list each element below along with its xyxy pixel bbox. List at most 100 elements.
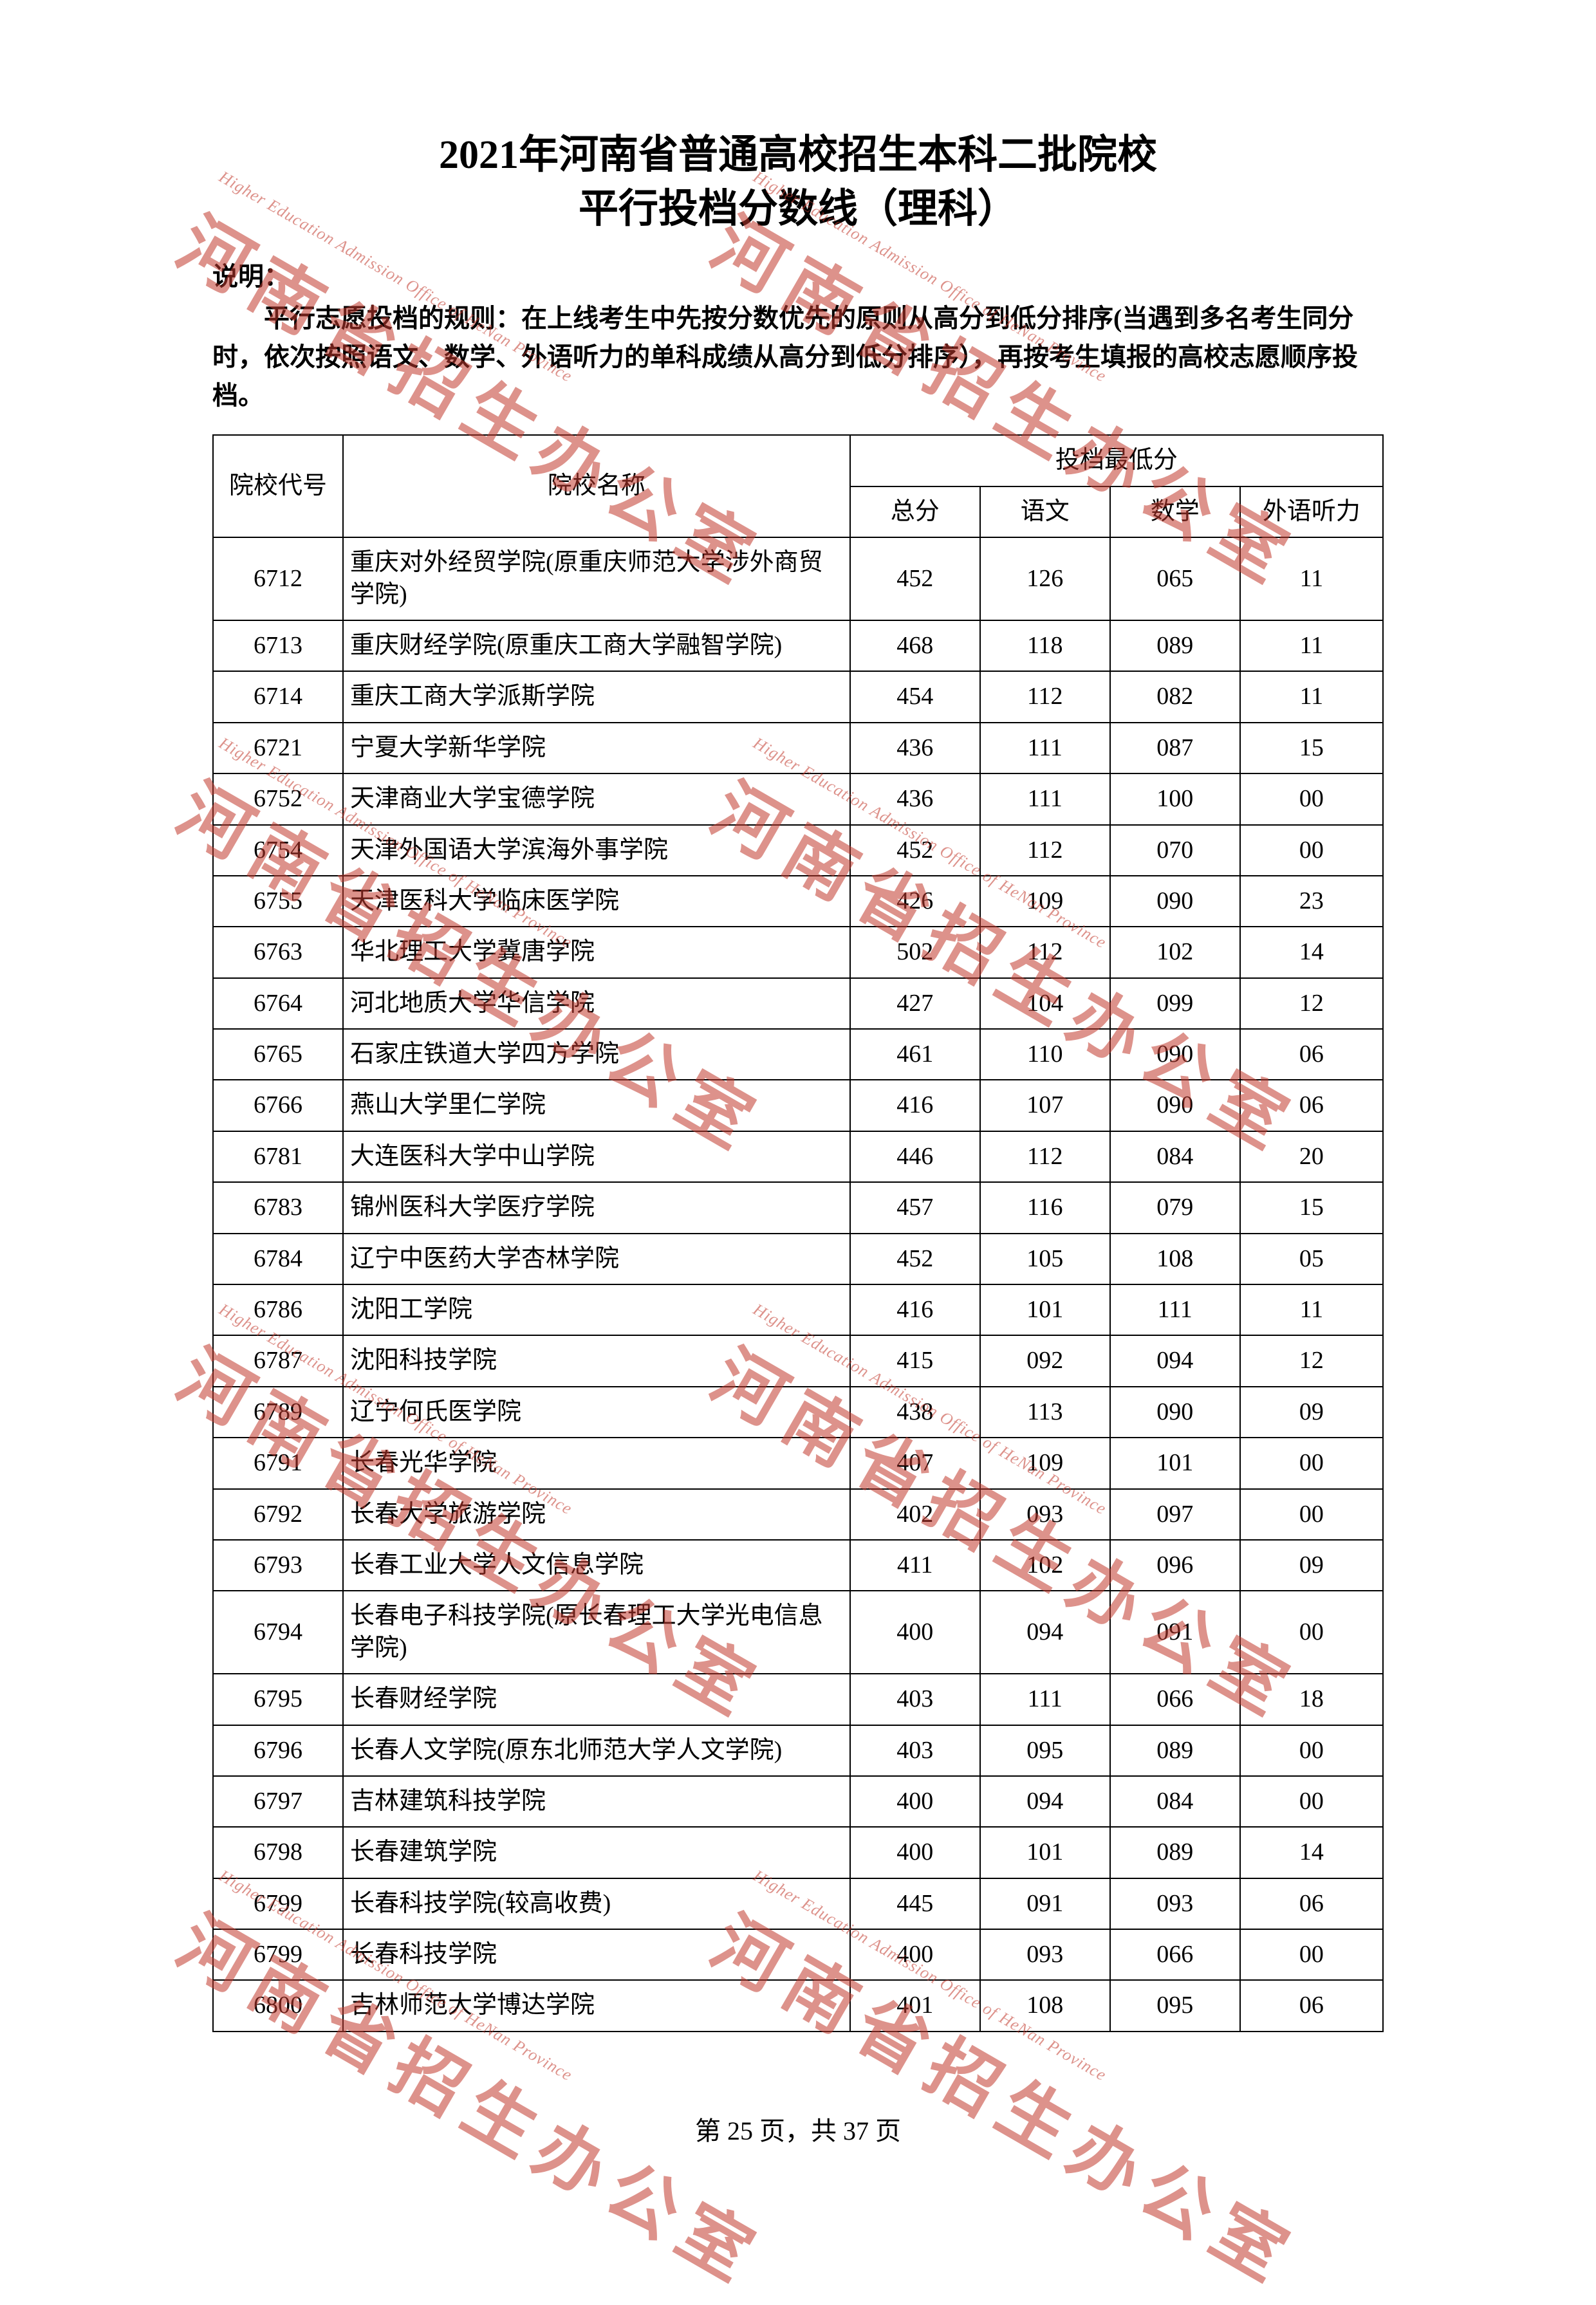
cell-name: 重庆工商大学派斯学院 <box>343 671 850 722</box>
cell-yuwen: 094 <box>980 1776 1110 1827</box>
cell-waiyu: 00 <box>1240 1776 1383 1827</box>
cell-shuxue: 095 <box>1110 1980 1240 2031</box>
cell-total: 403 <box>850 1725 980 1776</box>
cell-shuxue: 089 <box>1110 1725 1240 1776</box>
cell-code: 6781 <box>213 1131 343 1182</box>
cell-waiyu: 11 <box>1240 671 1383 722</box>
cell-name: 长春人文学院(原东北师范大学人文学院) <box>343 1725 850 1776</box>
cell-waiyu: 23 <box>1240 876 1383 927</box>
cell-yuwen: 105 <box>980 1234 1110 1284</box>
cell-total: 468 <box>850 620 980 671</box>
table-row: 6714重庆工商大学派斯学院45411208211 <box>213 671 1383 722</box>
cell-total: 403 <box>850 1674 980 1725</box>
footer-text: 第 25 页，共 37 页 <box>695 2116 901 2145</box>
cell-shuxue: 082 <box>1110 671 1240 722</box>
table-row: 6781大连医科大学中山学院44611208420 <box>213 1131 1383 1182</box>
cell-shuxue: 094 <box>1110 1335 1240 1386</box>
cell-code: 6797 <box>213 1776 343 1827</box>
cell-total: 457 <box>850 1182 980 1233</box>
cell-yuwen: 101 <box>980 1827 1110 1878</box>
cell-shuxue: 108 <box>1110 1234 1240 1284</box>
cell-total: 400 <box>850 1776 980 1827</box>
cell-yuwen: 112 <box>980 825 1110 876</box>
cell-shuxue: 089 <box>1110 620 1240 671</box>
cell-shuxue: 066 <box>1110 1929 1240 1980</box>
cell-waiyu: 11 <box>1240 620 1383 671</box>
cell-total: 446 <box>850 1131 980 1182</box>
cell-yuwen: 111 <box>980 723 1110 773</box>
cell-shuxue: 089 <box>1110 1827 1240 1878</box>
table-row: 6797吉林建筑科技学院40009408400 <box>213 1776 1383 1827</box>
cell-shuxue: 070 <box>1110 825 1240 876</box>
cell-yuwen: 116 <box>980 1182 1110 1233</box>
cell-shuxue: 090 <box>1110 876 1240 927</box>
cell-yuwen: 111 <box>980 1674 1110 1725</box>
cell-total: 400 <box>850 1591 980 1674</box>
cell-waiyu: 14 <box>1240 927 1383 977</box>
cell-shuxue: 111 <box>1110 1284 1240 1335</box>
score-table: 院校代号 院校名称 投档最低分 总分 语文 数学 外语听力 6712重庆对外经贸… <box>212 434 1384 2032</box>
cell-shuxue: 101 <box>1110 1438 1240 1488</box>
cell-total: 400 <box>850 1827 980 1878</box>
cell-waiyu: 05 <box>1240 1234 1383 1284</box>
cell-name: 重庆对外经贸学院(原重庆师范大学涉外商贸学院) <box>343 537 850 620</box>
cell-waiyu: 15 <box>1240 723 1383 773</box>
cell-waiyu: 11 <box>1240 1284 1383 1335</box>
cell-name: 长春财经学院 <box>343 1674 850 1725</box>
cell-yuwen: 112 <box>980 1131 1110 1182</box>
cell-shuxue: 087 <box>1110 723 1240 773</box>
cell-waiyu: 00 <box>1240 773 1383 824</box>
table-row: 6798长春建筑学院40010108914 <box>213 1827 1383 1878</box>
cell-code: 6795 <box>213 1674 343 1725</box>
cell-total: 452 <box>850 537 980 620</box>
cell-code: 6783 <box>213 1182 343 1233</box>
cell-waiyu: 14 <box>1240 1827 1383 1878</box>
cell-waiyu: 06 <box>1240 1878 1383 1929</box>
cell-waiyu: 00 <box>1240 825 1383 876</box>
cell-name: 重庆财经学院(原重庆工商大学融智学院) <box>343 620 850 671</box>
cell-total: 452 <box>850 1234 980 1284</box>
title-line-1: 2021年河南省普通高校招生本科二批院校 <box>212 129 1384 183</box>
cell-code: 6765 <box>213 1029 343 1080</box>
cell-total: 454 <box>850 671 980 722</box>
cell-code: 6794 <box>213 1591 343 1674</box>
cell-waiyu: 00 <box>1240 1725 1383 1776</box>
cell-waiyu: 12 <box>1240 1335 1383 1386</box>
cell-waiyu: 00 <box>1240 1438 1383 1488</box>
cell-total: 445 <box>850 1878 980 1929</box>
col-code: 院校代号 <box>213 435 343 537</box>
cell-waiyu: 09 <box>1240 1540 1383 1591</box>
col-total: 总分 <box>850 486 980 537</box>
cell-total: 461 <box>850 1029 980 1080</box>
cell-yuwen: 092 <box>980 1335 1110 1386</box>
cell-yuwen: 112 <box>980 671 1110 722</box>
cell-code: 6714 <box>213 671 343 722</box>
cell-shuxue: 093 <box>1110 1878 1240 1929</box>
cell-total: 416 <box>850 1284 980 1335</box>
cell-yuwen: 101 <box>980 1284 1110 1335</box>
cell-code: 6713 <box>213 620 343 671</box>
cell-name: 辽宁中医药大学杏林学院 <box>343 1234 850 1284</box>
cell-waiyu: 12 <box>1240 978 1383 1029</box>
cell-shuxue: 090 <box>1110 1387 1240 1438</box>
cell-code: 6793 <box>213 1540 343 1591</box>
cell-name: 吉林建筑科技学院 <box>343 1776 850 1827</box>
table-row: 6784辽宁中医药大学杏林学院45210510805 <box>213 1234 1383 1284</box>
cell-yuwen: 107 <box>980 1080 1110 1131</box>
cell-waiyu: 06 <box>1240 1980 1383 2031</box>
cell-shuxue: 100 <box>1110 773 1240 824</box>
cell-yuwen: 095 <box>980 1725 1110 1776</box>
cell-waiyu: 15 <box>1240 1182 1383 1233</box>
cell-total: 436 <box>850 723 980 773</box>
cell-waiyu: 00 <box>1240 1929 1383 1980</box>
cell-yuwen: 091 <box>980 1878 1110 1929</box>
cell-code: 6764 <box>213 978 343 1029</box>
cell-code: 6796 <box>213 1725 343 1776</box>
page-footer: 第 25 页，共 37 页 <box>0 2110 1596 2147</box>
cell-name: 长春建筑学院 <box>343 1827 850 1878</box>
cell-name: 锦州医科大学医疗学院 <box>343 1182 850 1233</box>
cell-code: 6712 <box>213 537 343 620</box>
cell-code: 6763 <box>213 927 343 977</box>
table-row: 6796长春人文学院(原东北师范大学人文学院)40309508900 <box>213 1725 1383 1776</box>
cell-waiyu: 09 <box>1240 1387 1383 1438</box>
